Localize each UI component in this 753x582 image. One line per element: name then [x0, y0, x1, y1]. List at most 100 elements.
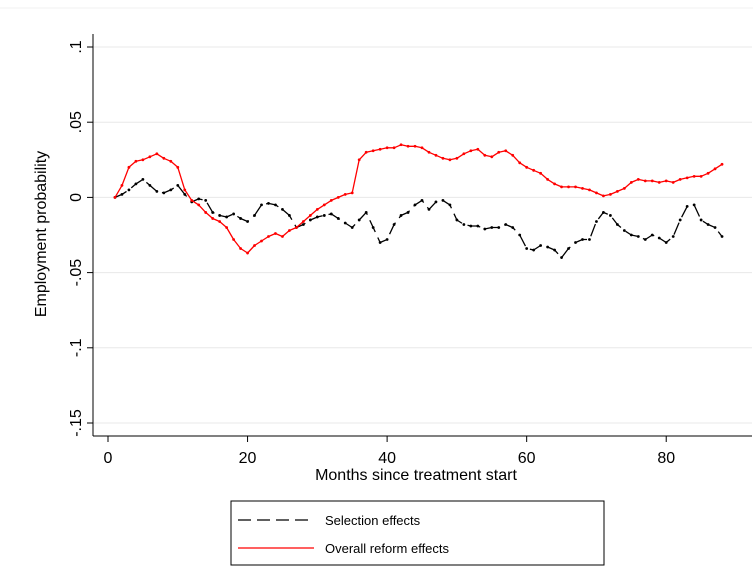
data-point-overall	[113, 196, 117, 199]
data-point-overall	[448, 158, 452, 162]
data-point-overall	[267, 235, 270, 238]
data-point-overall	[141, 158, 145, 162]
data-point-overall	[699, 174, 703, 178]
x-axis-label: Months since treatment start	[315, 467, 517, 484]
data-point-selection	[546, 245, 549, 249]
data-point-overall	[539, 171, 543, 175]
data-point-overall	[462, 152, 466, 156]
data-point-selection	[720, 235, 724, 238]
y-axis-label: Employment probability	[33, 151, 50, 317]
data-point-overall	[588, 188, 591, 192]
data-point-overall	[315, 208, 319, 211]
y-ticks: -.15 -.1 -.05 0 .05 .1	[68, 40, 93, 437]
series-line-overall	[114, 144, 723, 254]
data-point-overall	[504, 149, 508, 153]
data-point-overall	[622, 186, 626, 190]
x-tick-label: 80	[657, 450, 675, 467]
data-point-overall	[602, 194, 605, 198]
data-point-selection	[211, 211, 215, 214]
data-point-overall	[183, 188, 187, 192]
data-point-selection	[120, 192, 124, 196]
data-point-selection	[525, 247, 529, 250]
data-point-overall	[420, 146, 424, 150]
data-point-overall	[169, 159, 173, 163]
data-point-overall	[511, 153, 515, 157]
data-point-overall	[225, 226, 229, 229]
data-point-selection	[322, 214, 326, 217]
data-point-selection	[176, 183, 180, 187]
data-point-overall	[260, 239, 263, 243]
data-point-selection	[357, 218, 361, 222]
data-point-overall	[134, 159, 138, 163]
data-point-selection	[127, 188, 131, 192]
legend-label-overall: Overall reform effects	[325, 541, 450, 556]
data-point-overall	[246, 251, 249, 255]
data-point-overall	[518, 161, 522, 165]
data-point-overall	[308, 214, 312, 217]
data-point-selection	[246, 220, 249, 223]
data-point-overall	[392, 146, 396, 150]
data-point-overall	[148, 155, 152, 159]
data-point-selection	[434, 200, 438, 204]
data-point-selection	[420, 199, 424, 202]
series-line-selection	[114, 178, 723, 259]
data-point-selection	[441, 199, 445, 202]
data-point-overall	[532, 168, 536, 172]
data-point-selection	[148, 183, 152, 187]
data-point-overall	[574, 185, 577, 189]
data-point-overall	[274, 232, 277, 235]
data-point-overall	[190, 199, 194, 202]
data-point-overall	[350, 191, 354, 195]
legend-box	[230, 500, 605, 566]
data-point-selection	[427, 208, 431, 211]
data-point-selection	[225, 215, 229, 219]
x-tick-label: 0	[104, 450, 113, 467]
data-point-selection	[560, 256, 563, 259]
data-point-selection	[657, 236, 661, 240]
data-point-selection	[595, 220, 598, 223]
data-point-overall	[295, 226, 298, 229]
data-point-selection	[218, 214, 222, 217]
data-point-selection	[308, 218, 312, 222]
data-point-selection	[476, 224, 480, 228]
data-point-selection	[134, 182, 138, 186]
data-point-overall	[427, 150, 431, 154]
data-point-selection	[183, 192, 187, 196]
data-point-selection	[448, 203, 452, 207]
x-tick-label: 40	[378, 450, 396, 467]
data-point-overall	[650, 179, 654, 183]
data-point-overall	[553, 182, 556, 186]
data-point-overall	[357, 158, 361, 162]
data-point-selection	[260, 203, 263, 207]
legend-label-selection: Selection effects	[325, 513, 421, 528]
data-point-overall	[378, 147, 382, 151]
data-point-selection	[622, 229, 626, 232]
data-point-selection	[336, 217, 340, 220]
data-point-selection	[685, 205, 689, 208]
data-point-overall	[636, 177, 640, 181]
data-point-selection	[567, 247, 570, 250]
data-point-overall	[476, 147, 480, 151]
data-point-overall	[441, 156, 445, 160]
data-point-selection	[343, 221, 347, 225]
series	[113, 143, 724, 259]
data-point-overall	[385, 146, 389, 150]
data-point-selection	[609, 214, 612, 217]
data-point-selection	[692, 203, 696, 207]
data-point-selection	[413, 203, 417, 207]
data-point-overall	[162, 156, 166, 160]
data-point-selection	[532, 248, 536, 252]
data-point-selection	[385, 238, 389, 241]
data-point-overall	[497, 150, 501, 154]
data-point-overall	[239, 247, 242, 250]
data-point-selection	[399, 214, 403, 217]
y-tick-label: .05	[68, 111, 85, 133]
data-point-selection	[204, 199, 208, 202]
data-point-overall	[232, 238, 236, 241]
data-point-overall	[329, 199, 333, 202]
data-point-selection	[378, 241, 382, 244]
data-point-selection	[239, 217, 242, 220]
x-tick-label: 20	[239, 450, 257, 467]
data-point-overall	[218, 220, 222, 223]
data-point-overall	[413, 144, 417, 148]
